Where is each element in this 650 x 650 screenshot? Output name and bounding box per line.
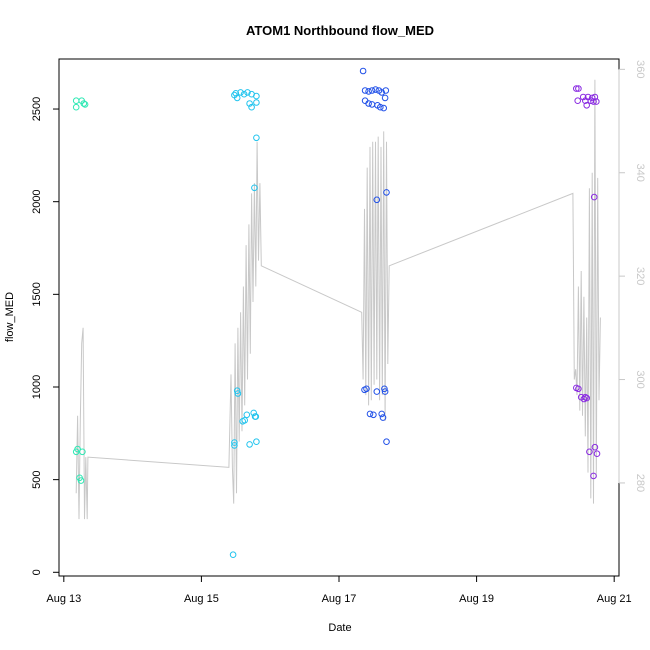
y2-axis: 280 300 320 340 360 bbox=[618, 60, 646, 492]
data-point bbox=[378, 89, 386, 96]
data-point bbox=[233, 387, 241, 395]
data-point bbox=[373, 388, 381, 395]
data-point bbox=[372, 86, 379, 93]
data-point bbox=[231, 442, 238, 449]
data-point bbox=[253, 99, 260, 106]
data-point bbox=[363, 385, 370, 393]
data-point bbox=[381, 385, 388, 393]
data-point bbox=[591, 443, 599, 451]
chart-title: ATOM1 Northbound flow_MED bbox=[246, 23, 434, 38]
data-point bbox=[366, 410, 374, 418]
data-point bbox=[588, 94, 596, 102]
data-point bbox=[586, 448, 593, 456]
data-point bbox=[378, 410, 386, 418]
data-point bbox=[381, 94, 389, 102]
data-point bbox=[72, 103, 80, 111]
data-point bbox=[248, 103, 255, 111]
x-axis: Aug 13 Aug 15 Aug 17 Aug 19 Aug 21 bbox=[46, 575, 632, 605]
data-point bbox=[579, 93, 587, 101]
y-axis-label: flow_MED bbox=[4, 292, 16, 342]
data-point bbox=[575, 85, 582, 92]
data-point bbox=[377, 103, 384, 111]
data-point bbox=[590, 193, 598, 201]
data-point bbox=[251, 184, 258, 192]
line-layer bbox=[75, 79, 601, 520]
data-point bbox=[365, 100, 372, 107]
x-tick-label: Aug 15 bbox=[184, 593, 219, 605]
data-point bbox=[243, 411, 251, 419]
x-tick-label: Aug 17 bbox=[322, 593, 357, 605]
y2-tick-label: 300 bbox=[634, 370, 646, 388]
data-point bbox=[574, 97, 582, 104]
y-tick-label: 2500 bbox=[31, 97, 43, 121]
data-point bbox=[383, 189, 390, 196]
data-point bbox=[590, 472, 597, 480]
data-point bbox=[79, 448, 86, 456]
data-point bbox=[72, 97, 80, 104]
data-point bbox=[381, 388, 389, 395]
y-tick-label: 2000 bbox=[31, 189, 43, 213]
data-point bbox=[253, 134, 260, 142]
y-axis: 0 500 1000 1500 2000 2500 bbox=[31, 97, 60, 575]
x-tick-label: Aug 13 bbox=[46, 593, 81, 605]
data-point bbox=[244, 89, 251, 96]
y-tick-label: 1500 bbox=[31, 282, 43, 306]
data-point bbox=[370, 411, 377, 419]
x-tick-label: Aug 21 bbox=[597, 593, 632, 605]
y-tick-label: 0 bbox=[31, 569, 43, 575]
y-tick-label: 1000 bbox=[31, 375, 43, 399]
data-point bbox=[382, 87, 390, 94]
data-point bbox=[232, 90, 240, 97]
data-point bbox=[379, 414, 387, 421]
data-point bbox=[383, 438, 390, 446]
data-point bbox=[77, 477, 85, 484]
data-point bbox=[233, 94, 241, 102]
data-point bbox=[361, 87, 369, 94]
data-point bbox=[580, 395, 588, 403]
y2-tick-label: 360 bbox=[634, 60, 646, 78]
data-point bbox=[80, 100, 88, 107]
y2-tick-label: 320 bbox=[634, 267, 646, 285]
data-point bbox=[380, 104, 388, 112]
data-point bbox=[229, 551, 237, 559]
data-point bbox=[237, 89, 244, 96]
data-point bbox=[591, 93, 599, 101]
data-point bbox=[250, 409, 257, 417]
data-point bbox=[246, 100, 253, 107]
data-point bbox=[81, 101, 89, 108]
y-tick-label: 500 bbox=[31, 470, 43, 488]
data-point bbox=[575, 385, 582, 393]
data-point bbox=[590, 98, 597, 105]
data-point bbox=[593, 450, 601, 458]
x-axis-label: Date bbox=[328, 622, 351, 634]
data-point bbox=[582, 393, 589, 401]
data-point bbox=[234, 390, 242, 397]
data-point bbox=[365, 88, 372, 95]
y2-tick-label: 280 bbox=[634, 474, 646, 492]
data-point bbox=[573, 85, 580, 92]
y2-tick-label: 340 bbox=[634, 164, 646, 182]
data-point bbox=[583, 102, 591, 109]
data-point bbox=[241, 417, 248, 424]
series-line-y2 bbox=[75, 79, 601, 520]
points-layer bbox=[72, 67, 601, 559]
data-point bbox=[240, 90, 248, 98]
x-tick-label: Aug 19 bbox=[459, 593, 494, 605]
data-point bbox=[74, 445, 81, 453]
data-point bbox=[368, 87, 376, 94]
data-point bbox=[373, 196, 381, 204]
data-point bbox=[246, 441, 253, 448]
data-point bbox=[231, 439, 238, 446]
data-point bbox=[593, 98, 600, 105]
data-point bbox=[359, 67, 367, 75]
data-point bbox=[253, 92, 260, 100]
data-point bbox=[583, 394, 591, 402]
data-point bbox=[253, 438, 260, 446]
data-point bbox=[368, 101, 376, 108]
plot-frame bbox=[58, 58, 620, 577]
data-point bbox=[252, 413, 260, 420]
